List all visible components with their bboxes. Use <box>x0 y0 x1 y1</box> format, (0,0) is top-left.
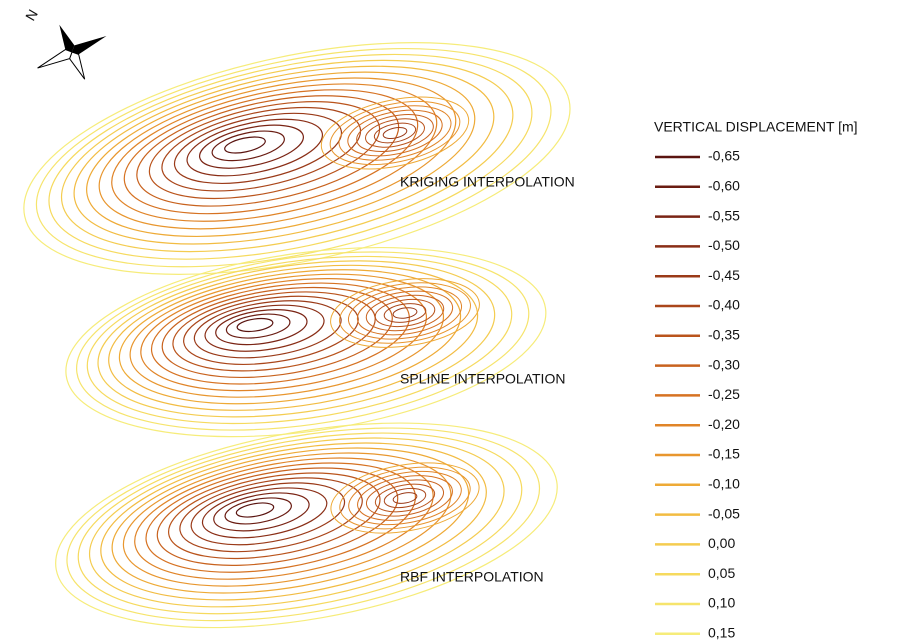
map: N KRIGING INTERPOLATION SPLINE INTERPOLA… <box>0 0 917 642</box>
legend-label: -0,40 <box>708 297 740 313</box>
legend-label: 0,15 <box>708 625 735 641</box>
compass-arrow <box>70 31 109 56</box>
legend-label: -0,10 <box>708 476 740 492</box>
legend-label: -0,05 <box>708 505 740 521</box>
contour <box>315 85 475 181</box>
contour <box>223 134 266 156</box>
contour <box>64 403 535 642</box>
legend-label: -0,20 <box>708 416 740 432</box>
contour <box>236 317 273 334</box>
contour <box>191 292 345 366</box>
contour <box>168 280 380 382</box>
legend-label: -0,15 <box>708 446 740 462</box>
contour <box>223 494 293 529</box>
panel-label: RBF INTERPOLATION <box>400 569 544 585</box>
contour <box>364 474 447 521</box>
compass-arrow <box>35 47 74 72</box>
legend-label: -0,60 <box>708 178 740 194</box>
contour <box>202 298 327 357</box>
contour <box>199 480 331 547</box>
contour <box>345 463 466 532</box>
contour-layer <box>3 0 590 642</box>
contour <box>17 9 570 307</box>
panel-label: KRIGING INTERPOLATION <box>400 174 575 190</box>
contour <box>196 117 307 176</box>
legend-label: -0,55 <box>708 207 740 223</box>
contour <box>383 301 427 325</box>
contour <box>392 306 417 319</box>
contour <box>373 480 437 516</box>
legend-title: VERTICAL DISPLACEMENT [m] <box>654 119 858 135</box>
contour <box>334 97 456 170</box>
compass <box>25 9 119 95</box>
contour <box>325 452 484 543</box>
contour <box>225 311 291 342</box>
contour <box>155 92 368 206</box>
legend-label: 0,10 <box>708 595 735 611</box>
contour <box>392 491 417 505</box>
legend-label: -0,45 <box>708 267 740 283</box>
legend-label: -0,30 <box>708 356 740 372</box>
panel-label: SPLINE INTERPOLATION <box>400 371 565 387</box>
legend-label: 0,05 <box>708 565 735 581</box>
legend-label: -0,25 <box>708 386 740 402</box>
contour <box>100 59 449 247</box>
legend-label: -0,35 <box>708 327 740 343</box>
compass-label: N <box>22 7 41 24</box>
contour <box>324 91 465 175</box>
legend-label: -0,50 <box>708 237 740 253</box>
contour <box>101 424 480 617</box>
legend-label: -0,65 <box>708 148 740 164</box>
legend-label: 0,00 <box>708 535 735 551</box>
contour <box>141 84 388 216</box>
legend: -0,65 -0,60 -0,55 -0,50 -0,45 -0,40 -0,35 -0,30… <box>655 148 740 641</box>
contour <box>382 126 408 141</box>
